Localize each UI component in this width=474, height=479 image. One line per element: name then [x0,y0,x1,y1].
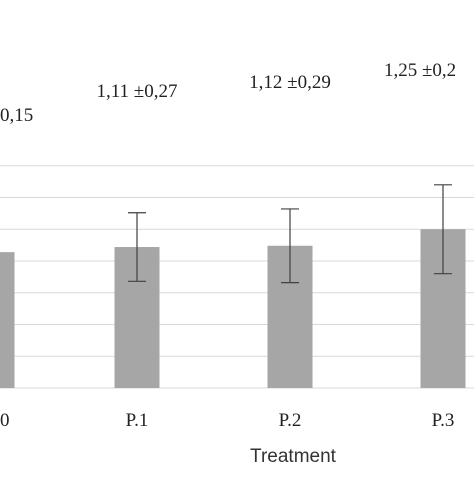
bars [0,229,466,388]
x-tick-label-p2: P.2 [279,410,302,431]
x-tick-label-p1: P.1 [126,410,149,431]
data-labels: 0,15 1,11 ±0,27 1,12 ±0,29 1,25 ±0,2 [0,60,456,126]
data-label-p2: 1,12 ±0,29 [249,72,331,93]
x-tick-label-p3: P.3 [432,410,455,431]
x-tick-labels: 0 P.1 P.2 P.3 [0,410,454,431]
gridlines [0,165,474,389]
data-label-p0: 0,15 [0,105,33,126]
error-bar-p2 [281,208,299,284]
data-label-p3: 1,25 ±0,2 [384,60,456,81]
error-bar-p1 [128,212,146,282]
error-bars [128,184,452,284]
bar-p0 [0,252,15,388]
data-label-p1: 1,11 ±0,27 [97,81,178,102]
error-bar-p3 [434,184,452,275]
x-tick-label-p0: 0 [0,410,10,431]
x-axis-title: Treatment [250,446,337,467]
